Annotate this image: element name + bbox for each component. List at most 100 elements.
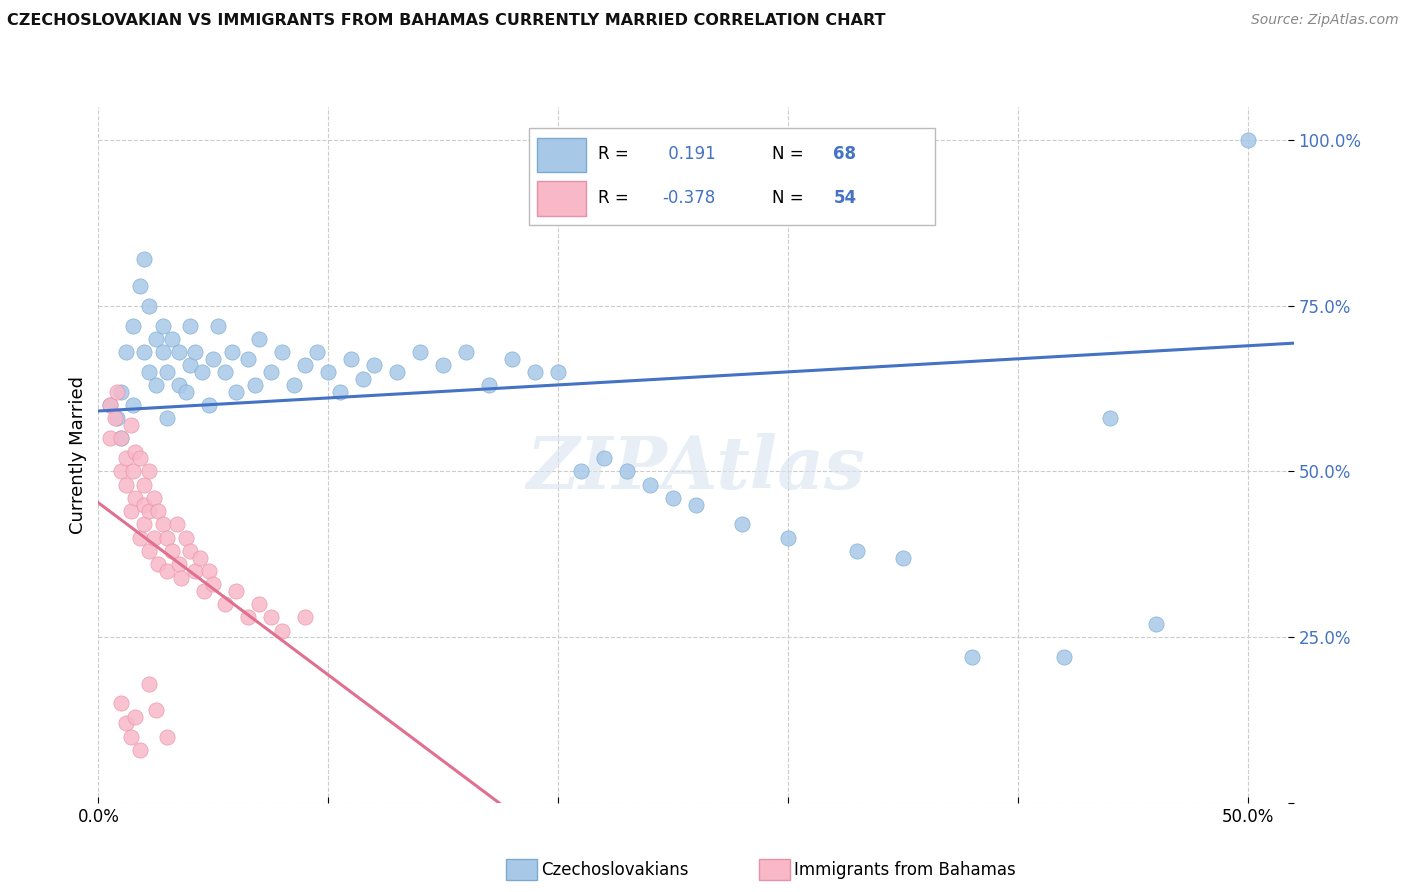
Point: [115, 716, 138, 731]
Point: [167, 378, 190, 392]
Point: [138, 504, 160, 518]
Point: [145, 378, 167, 392]
Y-axis label: Currently Married: Currently Married: [69, 376, 87, 534]
Point: [352, 372, 374, 386]
Point: [616, 465, 638, 479]
Point: [160, 332, 183, 346]
Point: [329, 384, 352, 399]
Point: [184, 564, 207, 578]
Point: [105, 411, 128, 425]
Point: [148, 504, 170, 518]
Point: [685, 498, 707, 512]
Point: [1236, 133, 1258, 147]
Point: [283, 378, 305, 392]
Point: [191, 365, 214, 379]
Point: [271, 624, 294, 638]
Point: [340, 351, 363, 366]
Point: [156, 365, 179, 379]
Point: [174, 384, 197, 399]
Point: [214, 597, 236, 611]
Point: [960, 650, 983, 665]
Point: [110, 431, 132, 445]
Point: [156, 564, 179, 578]
Text: N =: N =: [772, 145, 810, 163]
Text: R =: R =: [598, 145, 634, 163]
Point: [152, 517, 174, 532]
Point: [128, 531, 150, 545]
Point: [128, 279, 150, 293]
Point: [891, 550, 914, 565]
Point: [98, 398, 121, 412]
Point: [776, 531, 799, 545]
Text: -0.378: -0.378: [662, 189, 716, 207]
Point: [110, 384, 132, 399]
Point: [524, 365, 547, 379]
Point: [115, 477, 138, 491]
Point: [138, 365, 160, 379]
Point: [243, 378, 266, 392]
Point: [174, 531, 197, 545]
Point: [271, 345, 294, 359]
Point: [103, 411, 125, 425]
Text: ZIPAtlas: ZIPAtlas: [527, 434, 865, 504]
Point: [662, 491, 685, 505]
Point: [179, 544, 201, 558]
Point: [138, 465, 160, 479]
Point: [134, 517, 156, 532]
Point: [122, 398, 145, 412]
Point: [128, 743, 150, 757]
Point: [138, 544, 160, 558]
Point: [202, 577, 225, 591]
Point: [1098, 411, 1121, 425]
Point: [593, 451, 616, 466]
Point: [142, 531, 165, 545]
Point: [115, 345, 138, 359]
Point: [105, 384, 128, 399]
Point: [156, 411, 179, 425]
Point: [134, 498, 156, 512]
Point: [120, 730, 142, 744]
Point: [156, 531, 179, 545]
Point: [156, 730, 179, 744]
Point: [115, 451, 138, 466]
Text: R =: R =: [598, 189, 634, 207]
Point: [122, 465, 145, 479]
Bar: [537, 181, 585, 216]
Point: [134, 477, 156, 491]
Point: [134, 345, 156, 359]
Point: [385, 365, 409, 379]
Text: CZECHOSLOVAKIAN VS IMMIGRANTS FROM BAHAMAS CURRENTLY MARRIED CORRELATION CHART: CZECHOSLOVAKIAN VS IMMIGRANTS FROM BAHAM…: [7, 13, 886, 29]
Point: [638, 477, 661, 491]
Bar: [537, 137, 585, 172]
Point: [731, 517, 754, 532]
Text: Source: ZipAtlas.com: Source: ZipAtlas.com: [1251, 13, 1399, 28]
Point: [236, 351, 259, 366]
Text: N =: N =: [772, 189, 810, 207]
Point: [221, 345, 243, 359]
Point: [124, 444, 146, 458]
Point: [184, 345, 207, 359]
Point: [569, 465, 592, 479]
Text: 54: 54: [834, 189, 856, 207]
Point: [456, 345, 478, 359]
Point: [110, 431, 132, 445]
Text: 68: 68: [834, 145, 856, 163]
Point: [145, 332, 167, 346]
Point: [110, 465, 132, 479]
Point: [260, 610, 283, 624]
Point: [547, 365, 569, 379]
Point: [225, 583, 247, 598]
Point: [197, 398, 219, 412]
Point: [1144, 616, 1167, 631]
Point: [124, 491, 146, 505]
Text: 0.191: 0.191: [662, 145, 716, 163]
Point: [152, 345, 174, 359]
Point: [197, 564, 219, 578]
Point: [294, 359, 316, 373]
Point: [294, 610, 316, 624]
Point: [142, 491, 165, 505]
Point: [120, 418, 142, 433]
Point: [193, 583, 215, 598]
Point: [188, 550, 211, 565]
Point: [138, 676, 160, 690]
